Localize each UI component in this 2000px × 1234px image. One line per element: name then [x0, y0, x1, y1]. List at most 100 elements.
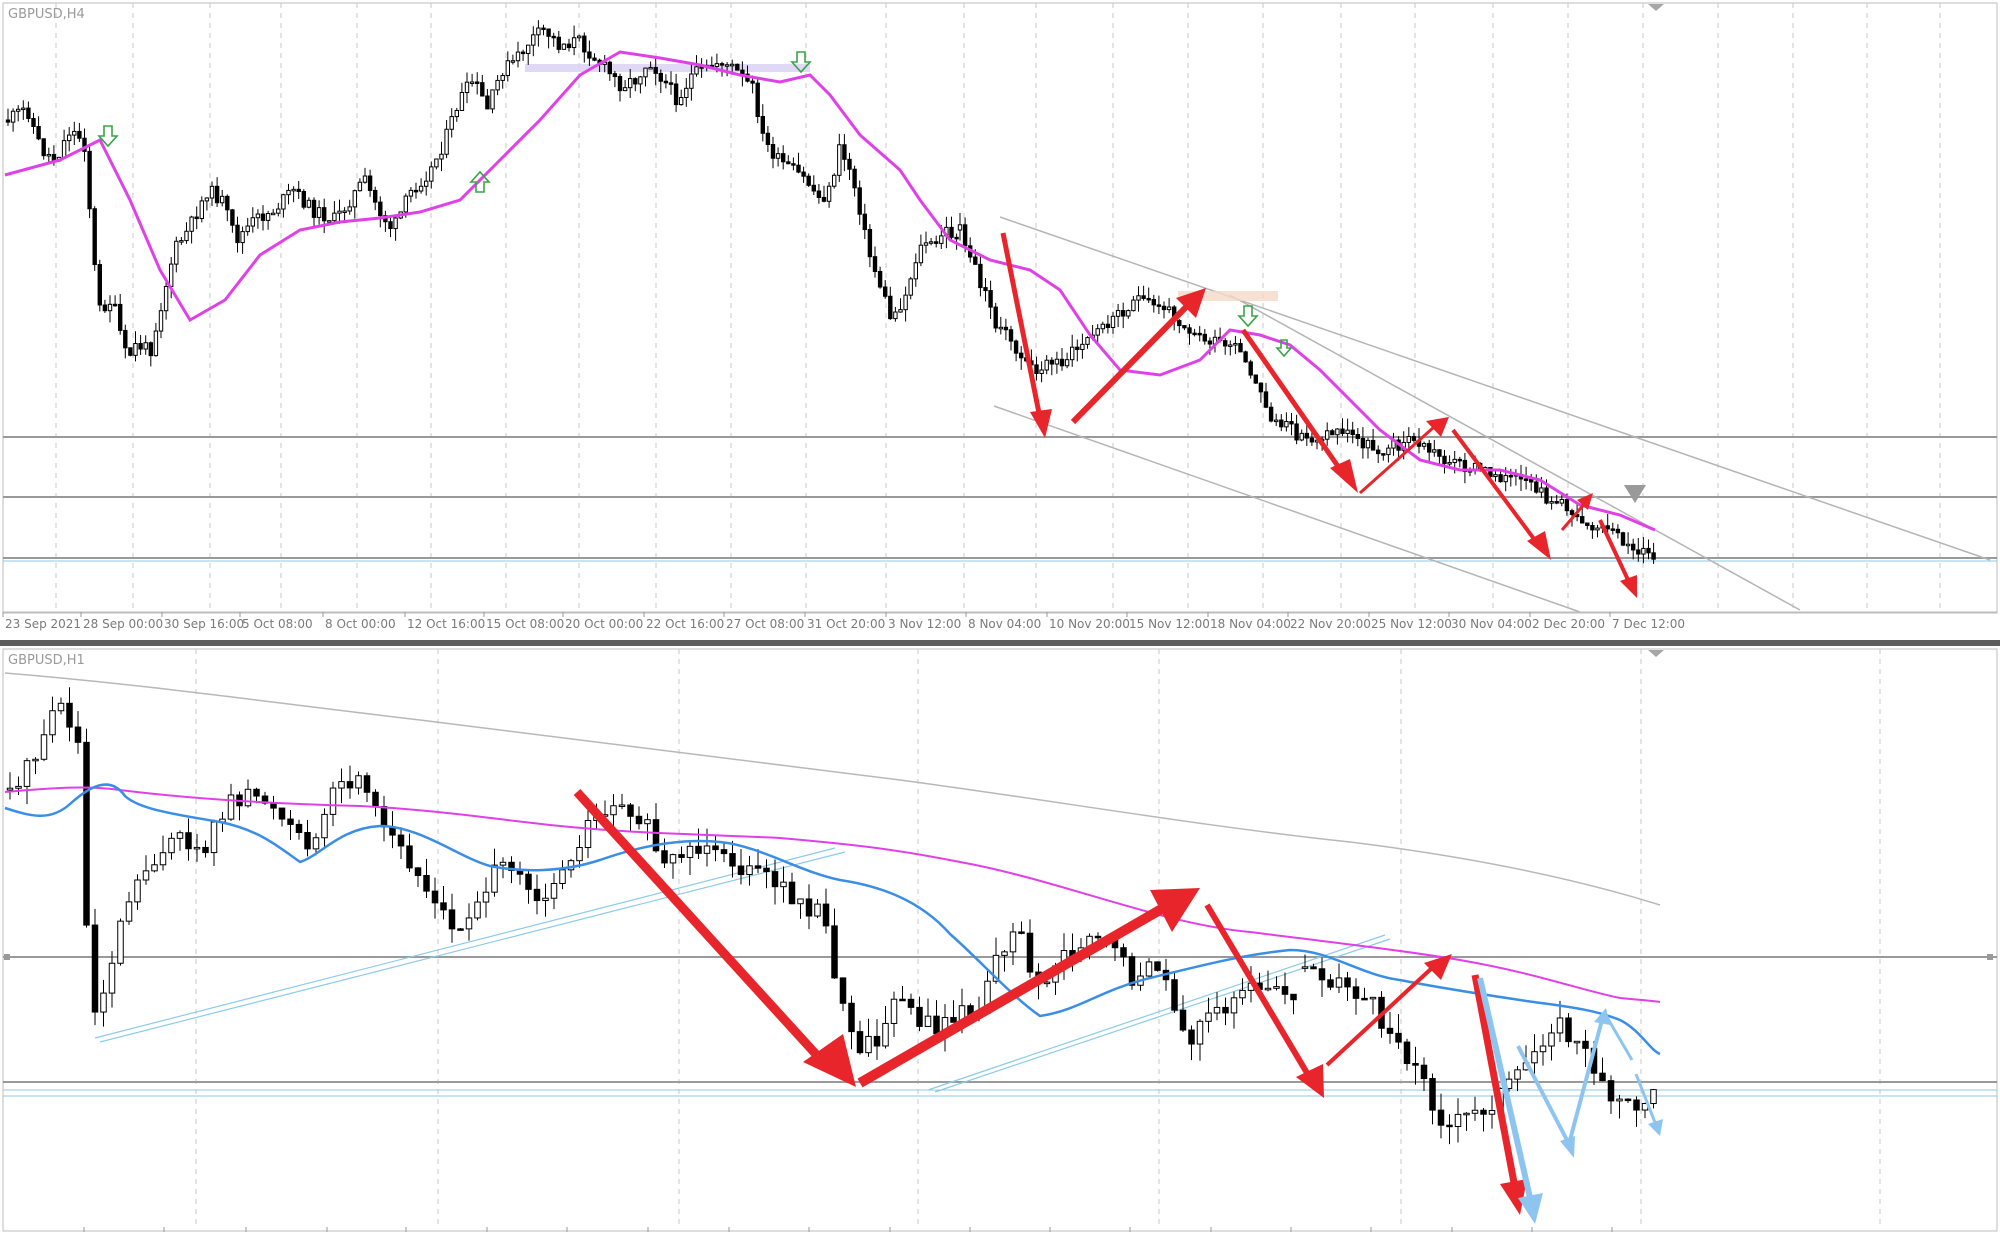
- bull-candle: [1284, 421, 1289, 428]
- bull-candle: [643, 67, 648, 78]
- bear-candle: [214, 185, 220, 204]
- bull-candle: [117, 920, 124, 964]
- bear-candle: [1268, 406, 1274, 422]
- bull-candle: [362, 175, 368, 183]
- bull-candle: [1421, 443, 1427, 447]
- bear-candle: [587, 51, 592, 59]
- bear-candle: [397, 834, 405, 847]
- bear-candle: [301, 190, 307, 208]
- red-arrow: [1204, 903, 1324, 1098]
- bull-candle: [865, 1035, 872, 1054]
- bull-candle: [327, 220, 332, 223]
- bear-candle: [74, 726, 82, 743]
- bull-candle: [159, 852, 167, 866]
- h4-trend-lines[interactable]: [993, 216, 1991, 613]
- bear-candle: [816, 190, 822, 198]
- bear-candle: [485, 95, 490, 110]
- bear-candle: [1488, 467, 1493, 478]
- h1-chart-pane[interactable]: GBPUSD,H1: [2, 648, 1998, 1232]
- bull-candle: [1100, 323, 1105, 330]
- bear-candle: [378, 201, 383, 217]
- bear-candle: [770, 143, 776, 159]
- bull-candle: [429, 166, 434, 182]
- h4-chart-pane[interactable]: GBPUSD,H4: [2, 2, 1998, 631]
- bull-candle: [814, 903, 821, 917]
- bull-candle: [1365, 439, 1371, 449]
- time-tick-label: 20 Oct 00:00: [565, 617, 643, 631]
- bear-candle: [848, 1002, 855, 1033]
- bear-candle: [26, 107, 31, 119]
- bear-candle: [1565, 1017, 1572, 1043]
- bull-candle: [271, 212, 276, 216]
- bear-candle: [31, 117, 36, 128]
- time-tick-label: 7 Dec 12:00: [1612, 617, 1685, 631]
- bear-candle: [322, 207, 327, 222]
- bear-candle: [1309, 437, 1315, 443]
- red-arrow: [1240, 328, 1358, 493]
- bear-candle: [346, 781, 354, 789]
- bull-candle: [1054, 358, 1060, 365]
- pane-splitter[interactable]: [0, 640, 2000, 646]
- bull-candle: [332, 212, 337, 222]
- bull-candle: [1001, 951, 1008, 956]
- bull-candle: [1205, 1012, 1212, 1022]
- blue-arrow-line: [1634, 1073, 1658, 1126]
- bull-candle: [495, 79, 500, 91]
- bull-candle: [644, 819, 651, 825]
- bear-candle: [791, 163, 796, 166]
- bear-candle: [1651, 552, 1656, 560]
- bull-candle: [1595, 527, 1600, 531]
- h4-scroll-marker[interactable]: [1648, 4, 1664, 11]
- bull-candle: [1080, 343, 1085, 350]
- bull-candle: [408, 189, 414, 197]
- bull-candle: [276, 208, 281, 214]
- bull-candle: [505, 60, 511, 76]
- bull-candle: [746, 865, 753, 876]
- bear-candle: [1188, 1029, 1195, 1045]
- bull-candle: [724, 64, 730, 67]
- bull-candle: [1452, 458, 1457, 464]
- h1-horizontal-levels[interactable]: [3, 954, 1997, 1097]
- bull-candle: [142, 870, 150, 881]
- time-tick-label: 3 Nov 12:00: [888, 617, 961, 631]
- bear-candle: [87, 150, 92, 210]
- bear-candle: [1427, 443, 1432, 453]
- time-tick-label: 15 Oct 08:00: [486, 617, 564, 631]
- bull-candle: [576, 847, 583, 862]
- bull-candle: [890, 998, 898, 1024]
- bear-candle: [1034, 364, 1039, 374]
- h4-zone-2: [1178, 291, 1278, 301]
- bull-candle: [1131, 299, 1136, 312]
- bear-candle: [737, 865, 745, 876]
- bull-candle: [329, 787, 337, 815]
- time-tick-label: 23 Sep 2021: [5, 617, 81, 631]
- bull-candle: [482, 891, 490, 903]
- h4-horizontal-levels[interactable]: [3, 436, 1997, 562]
- bull-candle: [6, 787, 14, 791]
- bull-candle: [703, 845, 711, 854]
- bear-candle: [796, 164, 801, 173]
- bear-candle: [1636, 549, 1641, 555]
- bear-candle: [805, 898, 813, 917]
- bear-candle: [888, 295, 893, 320]
- bull-candle: [490, 89, 495, 110]
- bear-candle: [1498, 474, 1503, 483]
- bear-candle: [988, 290, 993, 308]
- bear-candle: [1026, 932, 1034, 973]
- bull-candle: [1447, 462, 1452, 465]
- bull-candle: [209, 185, 215, 199]
- bull-candle: [826, 185, 832, 202]
- bear-candle: [235, 224, 240, 244]
- bear-candle: [546, 28, 551, 37]
- bear-candle: [933, 1015, 940, 1035]
- bull-candle: [1625, 543, 1631, 547]
- bear-candle: [1646, 547, 1651, 554]
- bear-candle: [950, 1017, 957, 1023]
- bull-candle: [1325, 430, 1330, 440]
- h1-scroll-marker[interactable]: [1648, 650, 1664, 657]
- bull-candle: [1616, 1098, 1623, 1102]
- bull-candle: [531, 34, 536, 46]
- bull-candle: [1548, 1032, 1555, 1047]
- time-tick-label: 8 Nov 04:00: [968, 617, 1041, 631]
- bear-candle: [311, 199, 317, 218]
